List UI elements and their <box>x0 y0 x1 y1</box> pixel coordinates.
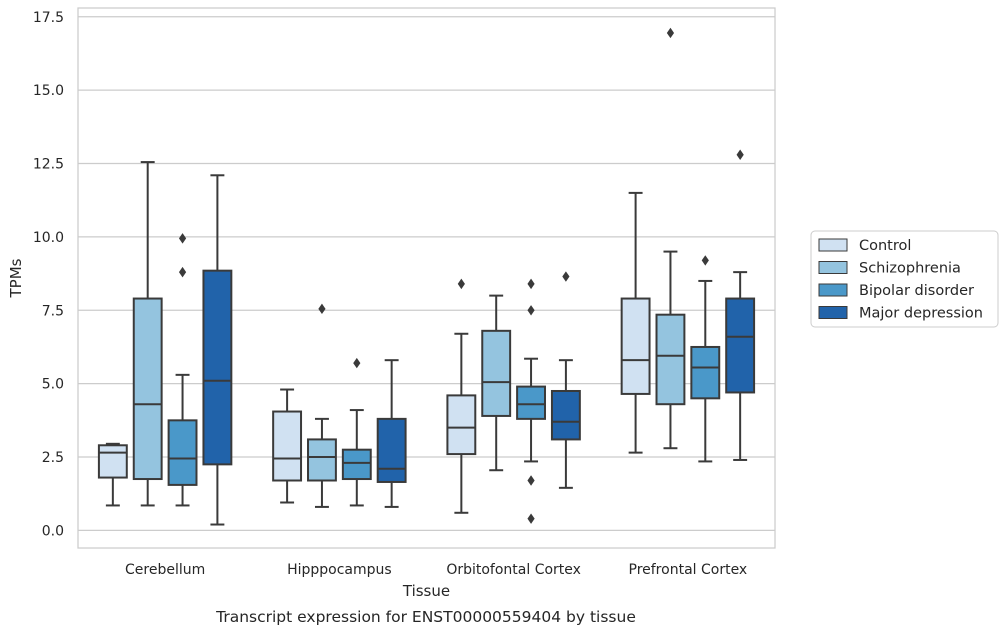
outlier-point <box>701 255 709 266</box>
x-axis-label: Tissue <box>402 582 450 600</box>
box-iqr <box>725 297 756 394</box>
box-3-3 <box>725 149 756 461</box>
plot-frame <box>77 7 776 549</box>
box-0-0 <box>97 442 128 507</box>
outlier-point <box>666 27 675 39</box>
box-3-1 <box>376 359 407 508</box>
box-2-1 <box>341 357 372 507</box>
box-iqr <box>481 329 512 417</box>
y-tick-label: 5.0 <box>42 377 64 393</box>
legend-swatch <box>818 306 848 319</box>
legend-label: Control <box>859 238 911 254</box>
y-tick-label: 12.5 <box>33 157 64 173</box>
box-2-0 <box>167 233 198 507</box>
box-iqr <box>655 313 686 406</box>
y-axis-tick-labels: 0.0 2.5 5.0 7.5 10.0 12.5 15.0 17.5 <box>33 10 64 540</box>
box-iqr <box>272 410 303 482</box>
outlier-point <box>353 357 361 369</box>
box-iqr <box>690 345 721 400</box>
box-iqr <box>341 448 372 481</box>
box-iqr <box>97 444 128 479</box>
boxplot-series <box>97 27 756 526</box>
y-tick-label: 0.0 <box>42 523 64 539</box>
box-iqr <box>550 389 581 441</box>
outlier-point <box>527 305 535 316</box>
box-iqr <box>620 297 651 395</box>
box-2-3 <box>690 255 721 463</box>
box-iqr <box>167 419 198 486</box>
x-axis-tick-labels: Cerebellum Hipppocampus Orbitofontal Corte… <box>125 562 747 578</box>
legend: Control Schizophrenia Bipolar disorder Majo… <box>810 230 999 328</box>
box-0-2 <box>446 278 477 514</box>
outlier-point <box>178 266 187 278</box>
y-tick-label: 10.0 <box>33 230 64 246</box>
y-axis-label: TPMs <box>7 258 25 298</box>
y-tick-label: 7.5 <box>42 303 64 319</box>
box-3-2 <box>550 271 581 489</box>
y-tick-label: 15.0 <box>33 83 64 99</box>
box-iqr <box>307 438 337 482</box>
box-3-0 <box>202 174 233 526</box>
x-tick-label: Hipppocampus <box>287 562 392 578</box>
chart-caption: Transcript expression for ENST0000055940… <box>215 608 636 626</box>
box-1-1 <box>307 303 337 508</box>
legend-label: Major depression <box>859 306 983 322</box>
box-2-2 <box>516 278 546 524</box>
box-1-3 <box>655 27 686 450</box>
legend-swatch <box>818 283 848 297</box>
box-iqr <box>446 394 477 456</box>
outlier-point <box>457 278 465 290</box>
outlier-point <box>318 303 326 315</box>
y-tick-label: 17.5 <box>33 10 64 26</box>
box-iqr <box>132 297 163 481</box>
x-tick-label: Cerebellum <box>125 562 205 578</box>
outlier-point <box>527 513 535 524</box>
box-1-0 <box>132 161 163 507</box>
legend-label: Bipolar disorder <box>859 283 974 299</box>
y-tick-label: 2.5 <box>42 450 64 466</box>
legend-box <box>810 230 999 328</box>
outlier-point <box>527 475 535 486</box>
outlier-point <box>178 233 187 244</box>
box-iqr <box>516 385 546 420</box>
legend-label: Schizophrenia <box>859 261 961 277</box>
outlier-point <box>736 149 744 160</box>
box-iqr <box>376 417 407 483</box>
x-tick-label: Orbitofontal Cortex <box>446 562 581 578</box>
legend-swatch <box>818 238 848 252</box>
box-0-1 <box>272 388 303 504</box>
outlier-point <box>562 271 570 282</box>
x-tick-label: Prefrontal Cortex <box>629 562 748 578</box>
box-0-3 <box>620 191 651 454</box>
outlier-point <box>527 278 535 290</box>
legend-swatch <box>818 261 848 274</box>
box-1-2 <box>481 294 512 472</box>
box-iqr <box>202 269 233 466</box>
